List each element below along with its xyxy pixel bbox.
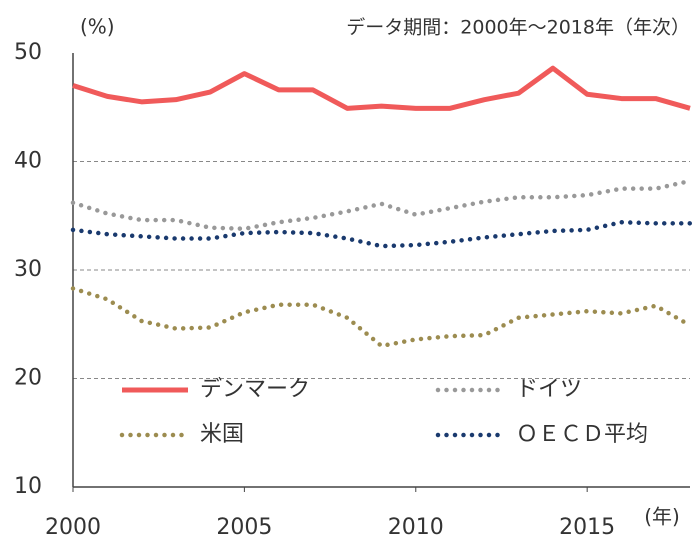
series-line	[70, 286, 693, 349]
series-line	[70, 220, 693, 249]
x-tick-label: 2015	[559, 515, 615, 535]
series-line	[72, 65, 691, 111]
unit-label: (%)	[80, 15, 115, 39]
x-axis-label: (年)	[644, 505, 680, 529]
legend-label: ドイツ	[516, 377, 582, 402]
y-tick-label: 20	[14, 366, 42, 391]
legend-label: ＯＥＣＤ平均	[516, 422, 648, 447]
y-tick-label: 40	[14, 149, 42, 174]
legend-label: 米国	[200, 422, 244, 447]
x-tick-label: 2000	[45, 515, 101, 535]
y-tick-label: 50	[14, 40, 42, 65]
y-tick-label: 30	[14, 257, 42, 282]
y-tick-label: 10	[14, 474, 42, 499]
note: データ期間：2000年〜2018年（年次）	[346, 17, 690, 39]
x-tick-label: 2005	[216, 515, 272, 535]
x-tick-label: 2010	[388, 515, 444, 535]
legend-label: デンマーク	[200, 377, 310, 402]
series-line	[70, 178, 693, 232]
